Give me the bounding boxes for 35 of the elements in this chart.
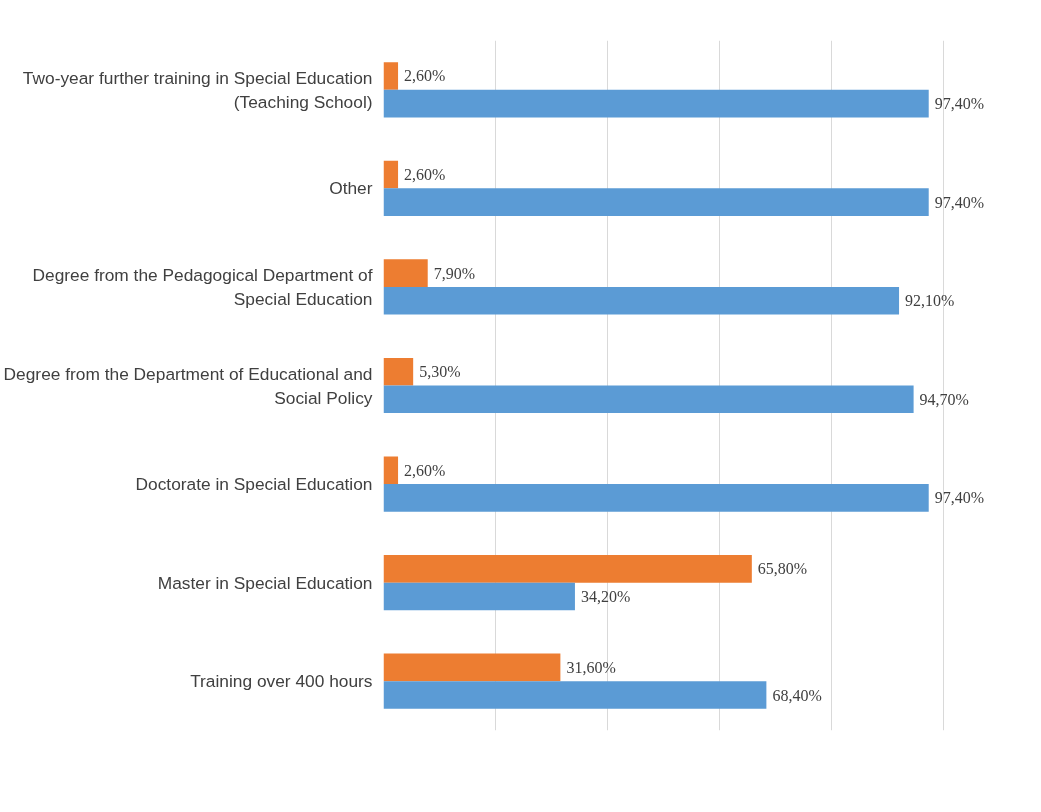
- y-tick-label: Degree from the Pedagogical Department of Special Education: [32, 264, 373, 309]
- bar: [383, 653, 561, 682]
- bar: [383, 62, 399, 90]
- data-label: 34,20%: [580, 587, 631, 605]
- bar: [383, 456, 399, 485]
- data-label: 97,40%: [934, 193, 985, 211]
- data-label: 65,80%: [757, 560, 808, 578]
- bar: [383, 582, 575, 611]
- y-tick-label: Training over 400 hours: [190, 671, 373, 692]
- data-label: 97,40%: [934, 489, 985, 507]
- data-label: 7,90%: [433, 264, 476, 282]
- bar: [383, 286, 900, 315]
- y-tick-label: Master in Special Education: [157, 572, 373, 593]
- y-tick-label: Two-year further training in Special Education (Teaching School): [22, 67, 373, 112]
- bar: [383, 484, 929, 512]
- data-label: 2,60%: [404, 461, 446, 479]
- data-label: 68,40%: [772, 686, 822, 704]
- bar: [383, 357, 414, 386]
- y-tick-label: Other: [329, 178, 373, 199]
- y-tick-label: Degree from the Department of Educational and Social Policy: [3, 363, 373, 408]
- data-label: 2,60%: [404, 67, 446, 85]
- data-label: 92,10%: [905, 292, 955, 310]
- data-label: 94,70%: [919, 390, 969, 408]
- data-label: 2,60%: [404, 166, 446, 184]
- bar: [383, 89, 929, 118]
- bar: [383, 681, 767, 709]
- data-label: 97,40%: [934, 95, 985, 113]
- bar: [383, 555, 752, 583]
- bar: [383, 188, 929, 216]
- bar: [383, 160, 399, 189]
- bar: [383, 259, 428, 287]
- data-label: 31,60%: [566, 658, 616, 676]
- bar: [383, 385, 914, 414]
- y-tick-label: Doctorate in Special Education: [135, 474, 373, 495]
- data-label: 5,30%: [419, 363, 461, 381]
